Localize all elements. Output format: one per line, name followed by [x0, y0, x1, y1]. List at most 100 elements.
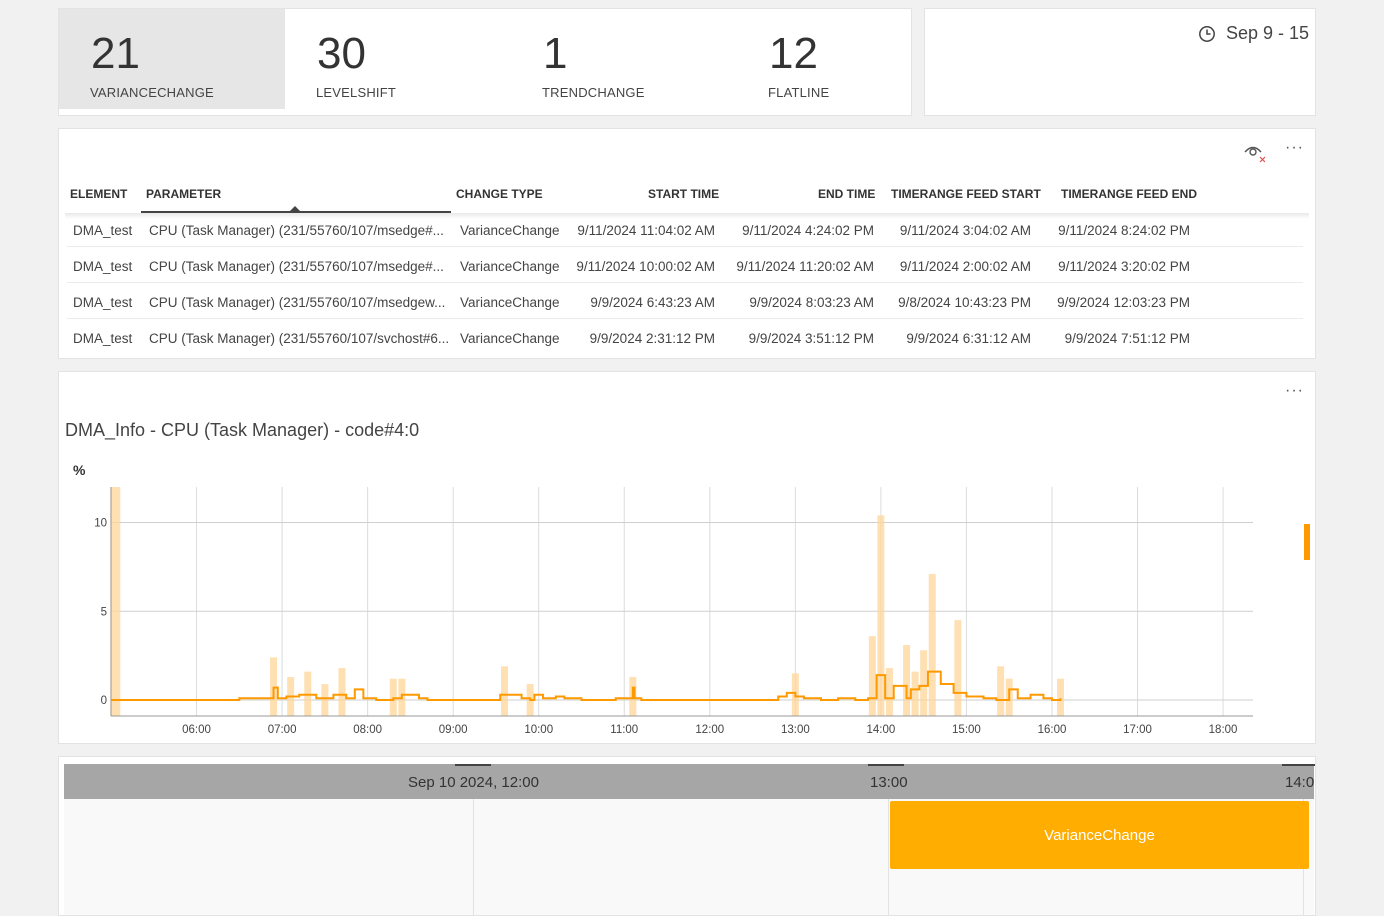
row-divider	[67, 246, 1303, 247]
band-bar	[954, 620, 962, 716]
x-tick-label: 07:00	[268, 724, 297, 736]
cell-element: DMA_test	[73, 259, 133, 274]
date-range-label: Sep 9 - 15	[1225, 23, 1309, 43]
kpi-value: 21	[91, 29, 140, 78]
cell-parameter: CPU (Task Manager) (231/55760/107/msedge…	[149, 259, 444, 274]
column-header-timerange-feed-end[interactable]: TIMERANGE FEED END	[1061, 187, 1198, 201]
kpi-variancechange[interactable]: 21 VARIANCECHANGE	[59, 9, 285, 109]
column-header-end-time[interactable]: END TIME	[818, 187, 876, 201]
timeline-gridline	[473, 799, 474, 915]
cell-parameter: CPU (Task Manager) (231/55760/107/msedge…	[149, 223, 444, 238]
cell-end-time: 9/9/2024 3:51:12 PM	[748, 331, 874, 346]
cell-parameter: CPU (Task Manager) (231/55760/107/msedge…	[149, 295, 446, 310]
more-options-icon[interactable]: ···	[1285, 382, 1304, 399]
cell-end-time: 9/11/2024 11:20:02 AM	[736, 259, 874, 274]
cell-change-type: VarianceChange	[460, 223, 560, 238]
more-options-icon[interactable]: ···	[1285, 139, 1304, 156]
cell-end-time: 9/9/2024 8:03:23 AM	[749, 295, 874, 310]
kpi-trendchange[interactable]: 1 TRENDCHANGE	[511, 9, 737, 109]
band-bar	[338, 668, 346, 716]
x-tick-label: 08:00	[353, 724, 382, 736]
column-header-timerange-feed-start[interactable]: TIMERANGE FEED START	[891, 187, 1041, 201]
cell-feed-start: 9/11/2024 3:04:02 AM	[899, 223, 1031, 238]
cell-change-type: VarianceChange	[460, 295, 560, 310]
cpu-series-line	[111, 670, 1062, 702]
timeline-header[interactable]: Sep 10 2024, 12:00 13:00 14:0	[64, 764, 1315, 799]
cell-change-type: VarianceChange	[460, 331, 560, 346]
band-bar	[911, 671, 919, 716]
cell-change-type: VarianceChange	[460, 259, 560, 274]
kpi-levelshift[interactable]: 30 LEVELSHIFT	[285, 9, 511, 109]
band-bar	[920, 650, 928, 716]
x-tick-label: 15:00	[952, 724, 981, 736]
x-tick-label: 11:00	[610, 724, 638, 736]
band-bar	[1057, 678, 1065, 716]
cell-end-time: 9/11/2024 4:24:02 PM	[742, 223, 874, 238]
cell-start-time: 9/9/2024 2:31:12 PM	[589, 331, 715, 346]
timeline-event-variancechange[interactable]: VarianceChange	[890, 801, 1309, 869]
timeline-label: Sep 10 2024, 12:00	[408, 774, 539, 791]
timeline-tick	[455, 764, 491, 766]
cell-feed-end: 9/9/2024 7:51:12 PM	[1064, 331, 1190, 346]
band-bar	[885, 668, 893, 716]
x-tick-label: 13:00	[781, 724, 810, 736]
x-tick-label: 18:00	[1209, 724, 1238, 736]
timeline-card: Sep 10 2024, 12:00 13:00 14:0 VarianceCh…	[58, 756, 1316, 916]
kpi-label: VARIANCECHANGE	[90, 85, 214, 100]
column-header-element[interactable]: ELEMENT	[70, 187, 128, 201]
cell-feed-start: 9/9/2024 6:31:12 AM	[906, 331, 1031, 346]
header-shadow	[65, 213, 1309, 219]
eye-off-icon[interactable]	[1243, 141, 1265, 165]
x-tick-label: 14:00	[866, 724, 895, 736]
kpi-label: LEVELSHIFT	[316, 85, 397, 100]
band-bar	[877, 515, 885, 716]
changes-table-card: ··· ELEMENT PARAMETER CHANGE TYPE START …	[58, 128, 1316, 359]
cell-start-time: 9/9/2024 6:43:23 AM	[590, 295, 715, 310]
cell-feed-start: 9/8/2024 10:43:23 PM	[898, 295, 1031, 310]
band-bar	[997, 666, 1005, 716]
x-tick-label: 16:00	[1038, 724, 1067, 736]
x-tick-label: 12:00	[695, 724, 724, 736]
cell-feed-end: 9/9/2024 12:03:23 PM	[1057, 295, 1190, 310]
x-tick-label: 06:00	[182, 724, 211, 736]
date-range-picker[interactable]: Sep 9 - 15	[1198, 23, 1309, 44]
right-range-indicator[interactable]	[1304, 524, 1310, 560]
cell-parameter: CPU (Task Manager) (231/55760/107/svchos…	[149, 331, 450, 346]
x-tick-label: 17:00	[1123, 724, 1152, 736]
y-tick-label: 0	[101, 695, 107, 707]
cpu-line-chart[interactable]: 06:00 07:00 08:00 09:00 10:00 11:00 12:00 13:00…	[59, 372, 1317, 745]
band-bar	[110, 487, 121, 716]
column-header-start-time[interactable]: START TIME	[648, 187, 720, 201]
band-bar	[928, 573, 936, 716]
kpi-label: FLATLINE	[768, 85, 830, 100]
kpi-value: 30	[317, 29, 366, 78]
column-header-change-type[interactable]: CHANGE TYPE	[456, 187, 543, 201]
cell-element: DMA_test	[73, 223, 133, 238]
cell-feed-end: 9/11/2024 3:20:02 PM	[1058, 259, 1190, 274]
y-tick-label: 10	[94, 518, 107, 530]
cpu-chart-card: ··· DMA_Info - CPU (Task Manager) - code…	[58, 371, 1316, 744]
band-bar	[868, 636, 876, 716]
cell-start-time: 9/11/2024 11:04:02 AM	[577, 223, 715, 238]
row-divider	[67, 282, 1303, 283]
y-axis-label: %	[73, 462, 86, 478]
x-tick-label: 10:00	[524, 724, 553, 736]
sort-caret-icon	[290, 206, 300, 211]
timeline-label: 14:0	[1285, 774, 1315, 791]
band-bar	[903, 644, 911, 716]
x-tick-label: 09:00	[439, 724, 468, 736]
kpi-flatline[interactable]: 12 FLATLINE	[737, 9, 963, 109]
band-bar	[321, 684, 329, 716]
clock-icon	[1198, 25, 1215, 42]
chart-title: DMA_Info - CPU (Task Manager) - code#4:0	[65, 420, 420, 440]
cell-element: DMA_test	[73, 295, 133, 310]
kpi-value: 1	[543, 29, 568, 78]
column-header-parameter[interactable]: PARAMETER	[146, 187, 222, 201]
cell-element: DMA_test	[73, 331, 133, 346]
kpi-label: TRENDCHANGE	[542, 85, 645, 100]
timeline-tick	[1282, 764, 1315, 766]
cell-start-time: 9/11/2024 10:00:02 AM	[576, 259, 715, 274]
cell-feed-start: 9/11/2024 2:00:02 AM	[899, 259, 1031, 274]
cell-feed-end: 9/11/2024 8:24:02 PM	[1058, 223, 1190, 238]
kpi-card: 21 VARIANCECHANGE 30 LEVELSHIFT 1 TRENDC…	[58, 8, 912, 116]
